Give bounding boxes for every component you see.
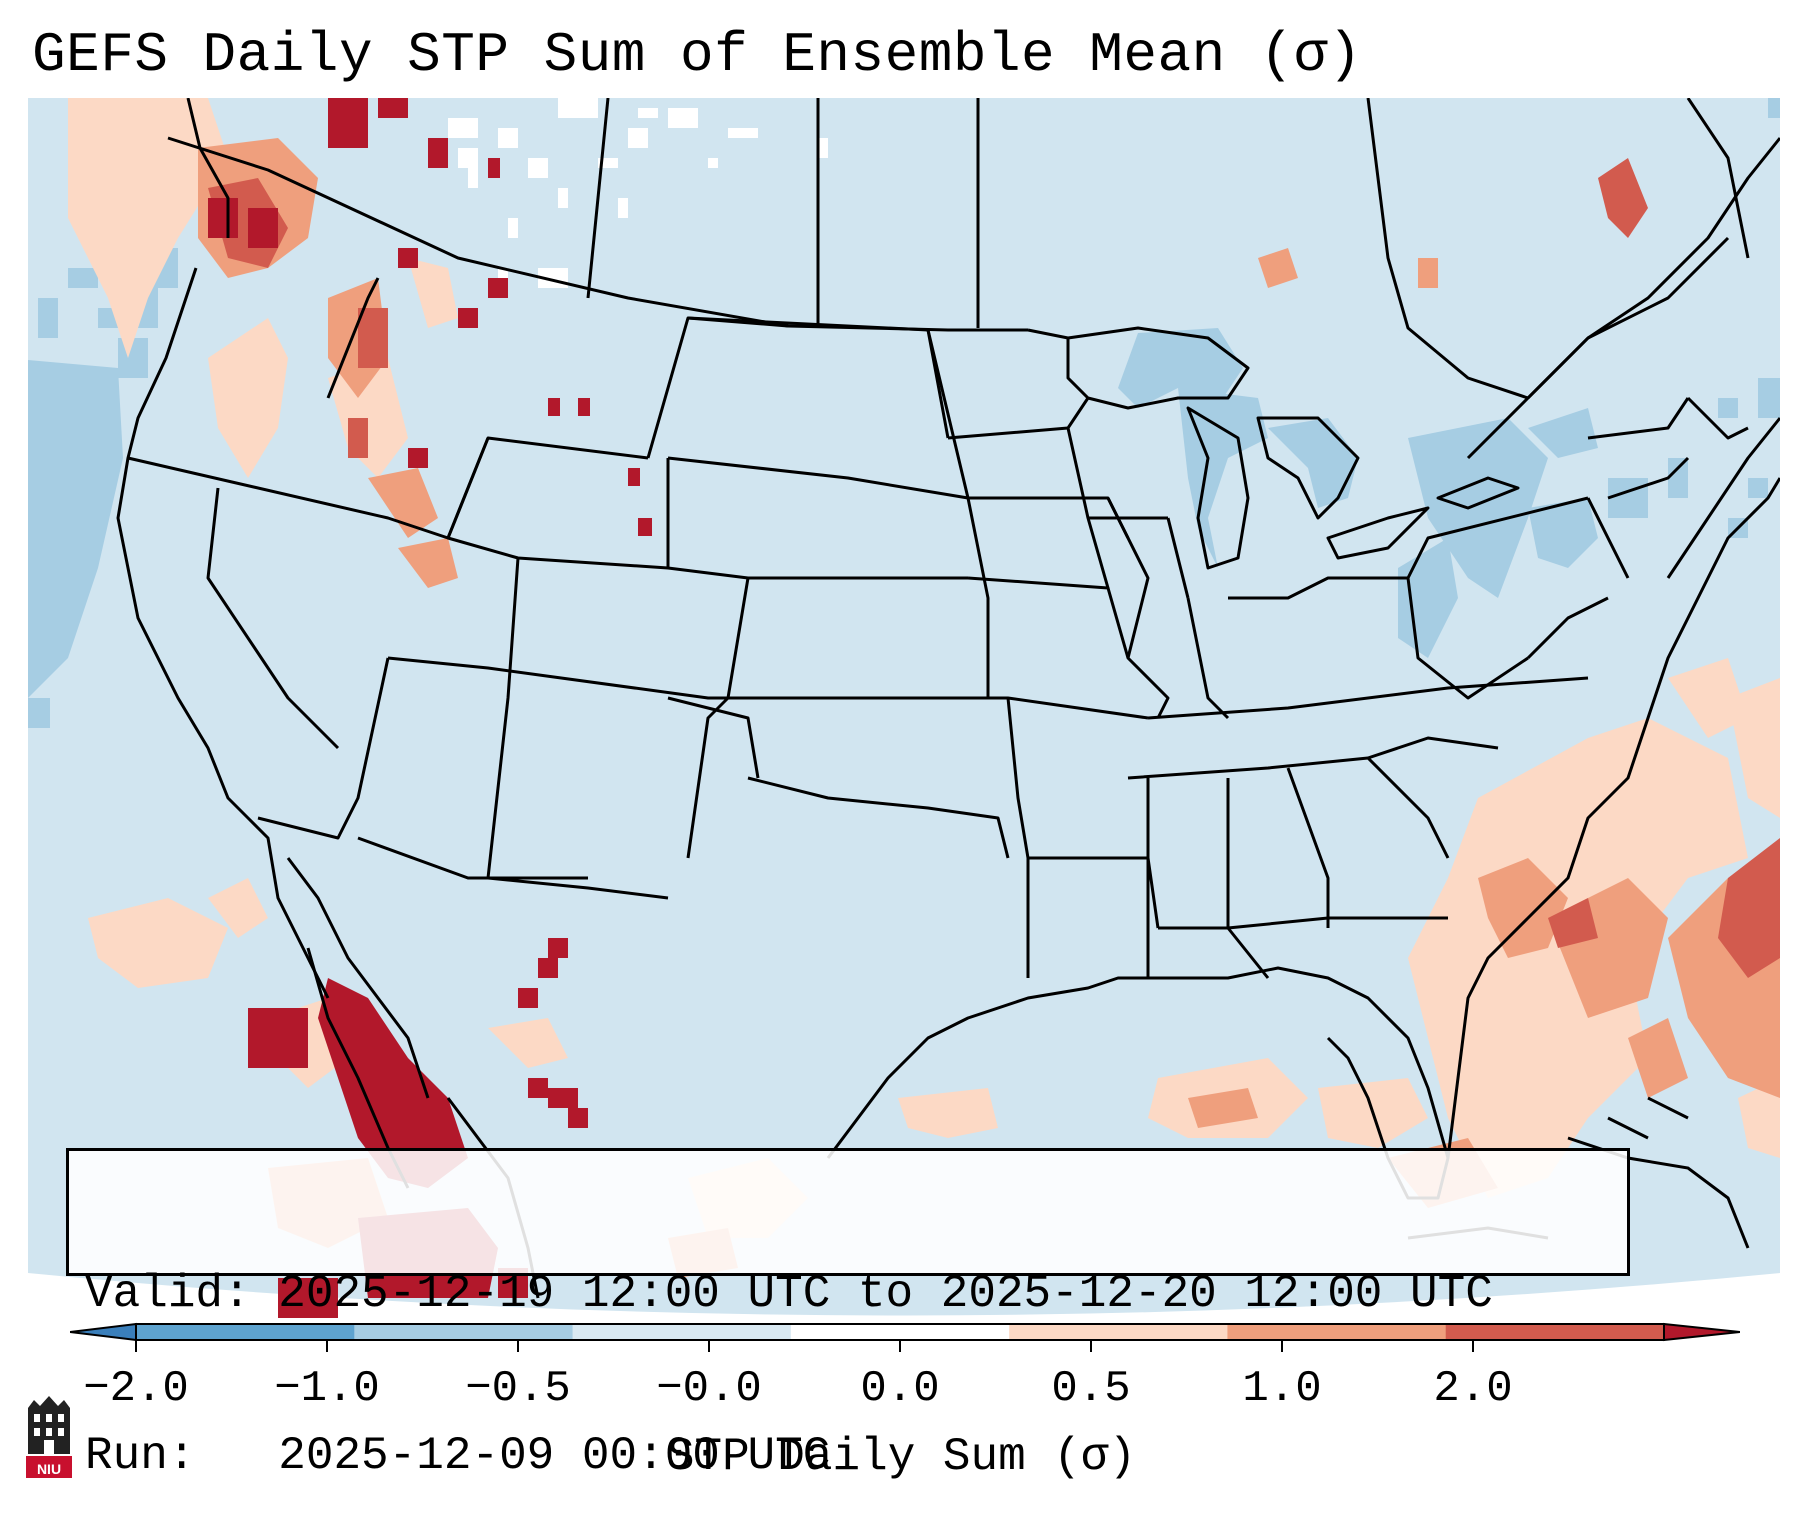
- colorbar-segment: [572, 1324, 792, 1340]
- projection-edge: [28, 1273, 1780, 1318]
- run-time-text: Run: 2025-12-09 00:00 UTC: [85, 1430, 831, 1482]
- colorbar-extend-low: [70, 1322, 137, 1342]
- colorbar-tick-label: 2.0: [1433, 1364, 1512, 1414]
- colorbar-tick-label: 0.5: [1051, 1364, 1130, 1414]
- stp-anomaly-map[interactable]: [28, 98, 1780, 1318]
- colorbar-segment: [354, 1324, 574, 1340]
- valid-run-info-box: Valid: 2025-12-19 12:00 UTC to 2025-12-2…: [66, 1148, 1630, 1482]
- colorbar: −2.0 −1.0 −0.5 −0.0 0.0 0.5 1.0 2.0: [70, 1322, 1740, 1414]
- colorbar-segment: [136, 1324, 355, 1340]
- colorbar-segment: [1227, 1324, 1447, 1340]
- colorbar-segment: [1445, 1324, 1665, 1340]
- colorbar-segment: [1009, 1324, 1228, 1340]
- colorbar-extend-high: [1663, 1322, 1740, 1342]
- colorbar-tick-label: −0.0: [656, 1364, 762, 1414]
- colorbar-segments: [70, 1322, 1740, 1342]
- colorbar-tick-label: 1.0: [1242, 1364, 1321, 1414]
- colorbar-segment: [790, 1324, 1010, 1340]
- colorbar-ticks: −2.0 −1.0 −0.5 −0.0 0.0 0.5 1.0 2.0: [83, 1340, 1513, 1414]
- logo-text: NIU: [37, 1461, 61, 1477]
- colorbar-tick-label: −0.5: [465, 1364, 571, 1414]
- colorbar-tick-label: −2.0: [83, 1364, 189, 1414]
- colorbar-tick-label: −1.0: [274, 1364, 380, 1414]
- colorbar-tick-label: 0.0: [860, 1364, 939, 1414]
- chart-title: GEFS Daily STP Sum of Ensemble Mean (σ): [32, 23, 1363, 87]
- valid-time-text: Valid: 2025-12-19 12:00 UTC to 2025-12-2…: [85, 1268, 1493, 1320]
- colorbar-label: STP Daily Sum (σ): [666, 1431, 1137, 1483]
- niu-logo: NIU: [26, 1396, 72, 1478]
